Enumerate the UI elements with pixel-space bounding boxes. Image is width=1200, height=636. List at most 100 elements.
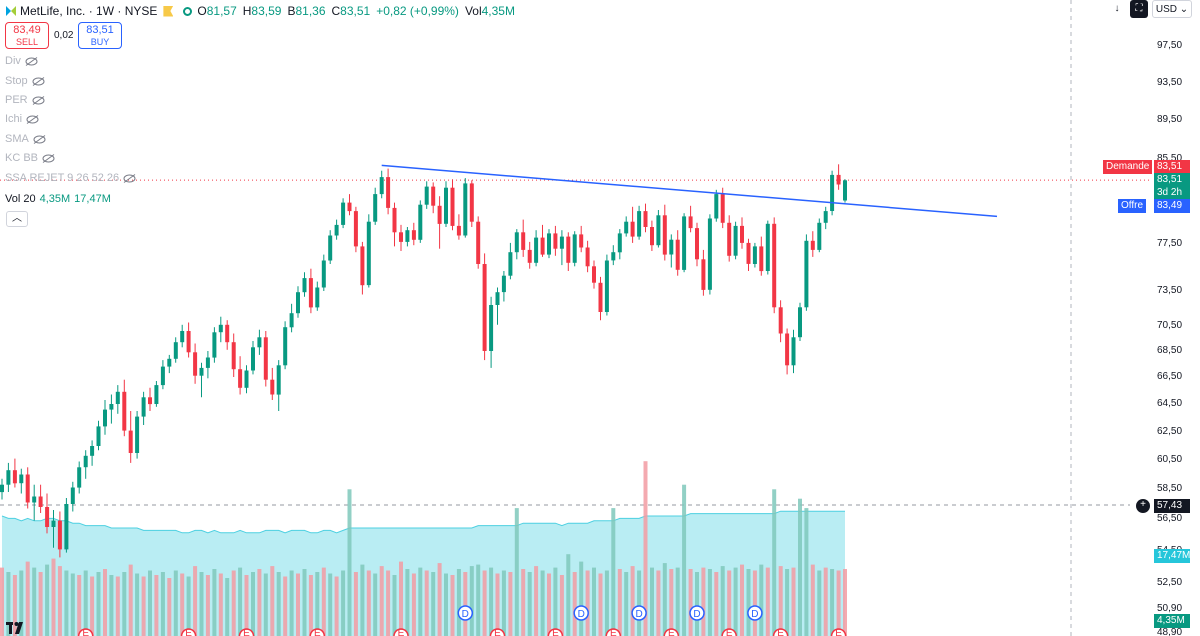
tradingview-logo[interactable] bbox=[6, 620, 28, 636]
candle-body bbox=[572, 234, 577, 263]
earnings-marker bbox=[772, 628, 789, 636]
volume-bar bbox=[682, 484, 687, 636]
volume-bar bbox=[495, 573, 500, 636]
candle bbox=[51, 510, 56, 548]
candle bbox=[662, 204, 667, 261]
indicator-div[interactable]: Div bbox=[5, 55, 38, 67]
eye-hidden-icon[interactable] bbox=[33, 134, 46, 144]
dividend-marker bbox=[573, 605, 589, 621]
eye-hidden-icon[interactable] bbox=[25, 56, 38, 66]
candle bbox=[688, 205, 693, 233]
candle-body bbox=[180, 331, 185, 343]
resistance-trendline bbox=[381, 164, 998, 218]
candle-body bbox=[469, 183, 474, 222]
indicator-kc-bb[interactable]: KC BB bbox=[5, 152, 55, 164]
indicator-per[interactable]: PER bbox=[5, 94, 45, 106]
candle bbox=[701, 249, 706, 296]
buy-button[interactable]: 83,51 BUY bbox=[78, 22, 122, 49]
candle-body bbox=[424, 186, 429, 205]
volume-bar bbox=[727, 570, 732, 636]
candle bbox=[843, 179, 847, 203]
chevron-up-icon: ︿ bbox=[12, 213, 22, 224]
volume-bar bbox=[289, 570, 294, 636]
volume-bar bbox=[489, 567, 494, 636]
candle bbox=[682, 213, 687, 273]
volume-bar bbox=[405, 569, 410, 636]
axis-tick-label: 60,50 bbox=[1157, 454, 1183, 465]
candle bbox=[476, 216, 481, 269]
volume-bar bbox=[566, 554, 571, 636]
sell-button[interactable]: 83,49 SELL bbox=[5, 22, 49, 49]
volume-bar bbox=[199, 572, 204, 636]
candle bbox=[12, 458, 17, 488]
volume-bar bbox=[765, 567, 770, 636]
candle-body bbox=[0, 484, 4, 493]
candle bbox=[212, 327, 217, 363]
volume-bar bbox=[778, 566, 783, 636]
fullscreen-button[interactable]: ⛶ bbox=[1130, 0, 1148, 18]
candle-body bbox=[392, 207, 397, 233]
candle bbox=[173, 337, 178, 363]
eye-hidden-icon[interactable] bbox=[123, 173, 136, 183]
flag-icon[interactable] bbox=[163, 5, 174, 17]
candle-body bbox=[109, 404, 114, 410]
candle bbox=[592, 260, 596, 289]
indicator-sma[interactable]: SMA bbox=[5, 133, 46, 145]
eye-hidden-icon[interactable] bbox=[32, 76, 45, 86]
eye-hidden-icon[interactable] bbox=[26, 114, 39, 124]
volume-bar bbox=[501, 570, 506, 636]
candle bbox=[733, 221, 738, 260]
volume-bar bbox=[411, 573, 416, 636]
symbol-title[interactable]: MetLife, Inc. · 1W · NYSE bbox=[20, 4, 158, 18]
eye-hidden-icon[interactable] bbox=[32, 95, 45, 105]
add-alert-icon[interactable]: + bbox=[1136, 499, 1150, 513]
axis-tick-label: 64,50 bbox=[1157, 398, 1183, 409]
candle-body bbox=[675, 239, 680, 270]
candle bbox=[489, 296, 494, 368]
volume-bar bbox=[347, 489, 352, 636]
axis-tick-label: 89,50 bbox=[1157, 114, 1183, 125]
candle bbox=[656, 210, 661, 248]
volume-bar bbox=[160, 572, 165, 636]
candle bbox=[263, 331, 268, 387]
volume-bar bbox=[328, 573, 333, 636]
arrow-down-button[interactable]: ↓ bbox=[1108, 0, 1126, 18]
candle bbox=[669, 234, 674, 268]
candle bbox=[572, 231, 577, 267]
currency-selector[interactable]: USD ⌄ bbox=[1152, 0, 1192, 18]
candle-body bbox=[823, 211, 828, 223]
volume-bar bbox=[559, 575, 564, 636]
candle-body bbox=[296, 292, 300, 314]
candle-body bbox=[817, 222, 822, 250]
volume-bar bbox=[444, 573, 448, 636]
candle bbox=[167, 354, 172, 374]
candle-body bbox=[456, 225, 461, 236]
indicator-ssa-rejet[interactable]: SSA REJET 9 26 52 26 bbox=[5, 172, 136, 184]
volume-legend[interactable]: Vol 20 4,35M 17,47M bbox=[5, 193, 111, 205]
earnings-letter: E bbox=[494, 628, 501, 636]
collapse-legend-button[interactable]: ︿ bbox=[6, 211, 28, 227]
candle bbox=[238, 356, 243, 395]
candle bbox=[392, 202, 397, 247]
candle bbox=[469, 180, 474, 227]
volume-bar bbox=[0, 567, 4, 636]
volume-last-tag: 4,35M bbox=[1154, 614, 1190, 628]
candle-body bbox=[308, 278, 313, 308]
indicator-ichi[interactable]: Ichi bbox=[5, 113, 39, 125]
high-value: 83,59 bbox=[251, 4, 282, 18]
axis-tick-label: 68,50 bbox=[1157, 345, 1183, 356]
candle-body bbox=[418, 204, 423, 240]
candle bbox=[96, 420, 101, 451]
volume-layer bbox=[0, 461, 847, 636]
volume-bar bbox=[302, 569, 307, 636]
candle bbox=[534, 230, 539, 267]
candle-body bbox=[765, 223, 770, 271]
earnings-marker bbox=[830, 628, 847, 636]
indicator-stop[interactable]: Stop bbox=[5, 75, 45, 87]
eye-hidden-icon[interactable] bbox=[42, 153, 55, 163]
candle-body bbox=[6, 470, 11, 485]
candle-body bbox=[103, 409, 107, 427]
candle-body bbox=[386, 177, 391, 208]
candle-body bbox=[186, 331, 191, 353]
